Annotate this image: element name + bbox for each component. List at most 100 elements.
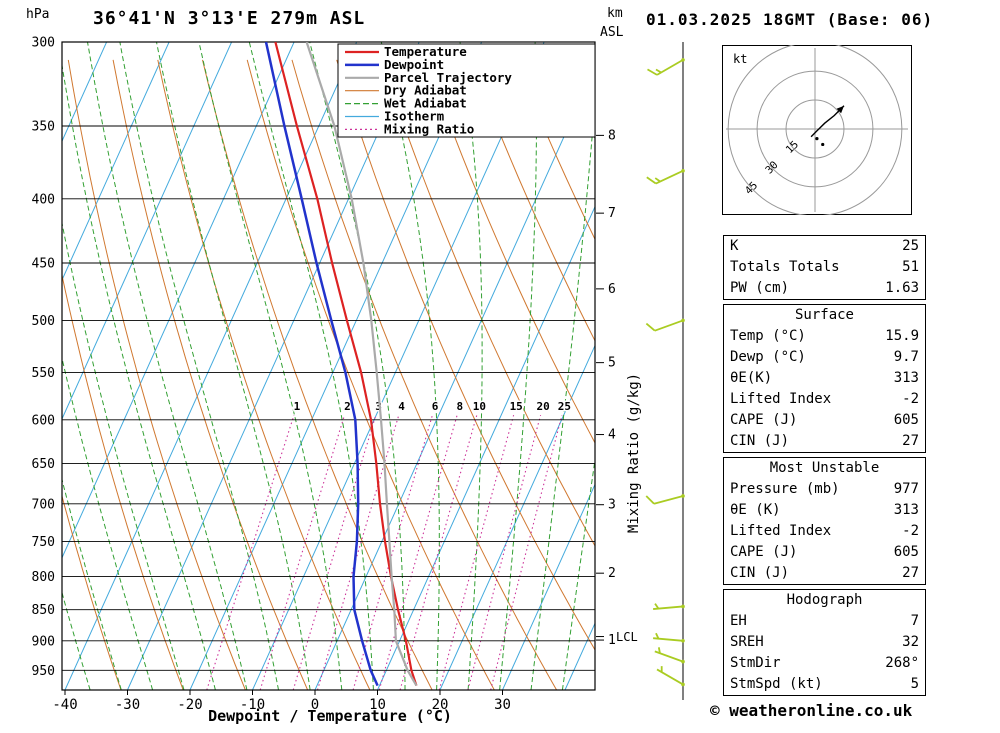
table-row: Temp (°C) 15.9 [724, 326, 925, 347]
row-value: 313 [893, 370, 919, 386]
hodograph-unit-label: kt [733, 52, 748, 66]
row-value: 605 [893, 412, 919, 428]
svg-text:Mixing Ratio: Mixing Ratio [384, 121, 474, 136]
svg-text:3: 3 [608, 498, 616, 513]
svg-text:4: 4 [398, 400, 405, 413]
svg-text:2: 2 [344, 400, 351, 413]
table-row: Lifted Index -2 [724, 521, 925, 542]
row-value: 27 [902, 565, 919, 581]
table-row: Dewp (°C) 9.7 [724, 347, 925, 368]
datetime-title: 01.03.2025 18GMT (Base: 06) [646, 10, 934, 29]
pressure-axis-unit: hPa [26, 7, 50, 22]
svg-text:20: 20 [536, 400, 549, 413]
svg-text:Dewpoint: Dewpoint [384, 57, 444, 72]
svg-text:450: 450 [32, 257, 55, 272]
svg-text:500: 500 [32, 314, 55, 329]
stats-table-indices: K 25 Totals Totals 51 PW (cm) 1.63 [723, 235, 926, 300]
svg-text:650: 650 [32, 457, 55, 472]
km-axis-unit-km: km [607, 6, 623, 21]
svg-text:5: 5 [608, 356, 616, 371]
temperature-axis: -40 -30 -20 -10 0 10 20 30 [52, 690, 511, 713]
svg-text:-30: -30 [115, 697, 140, 713]
svg-text:800: 800 [32, 570, 55, 585]
svg-text:1: 1 [608, 633, 616, 648]
svg-text:3: 3 [375, 400, 382, 413]
curve-temperature [274, 42, 418, 686]
row-label: PW (cm) [730, 280, 790, 296]
row-value: 5 [910, 676, 919, 692]
row-label: Temp (°C) [730, 328, 806, 344]
row-label: CIN (J) [730, 433, 790, 449]
row-label: CAPE (J) [730, 544, 798, 560]
svg-text:-40: -40 [52, 697, 77, 713]
table-row: Pressure (mb) 977 [724, 479, 925, 500]
table-row: CIN (J) 27 [724, 563, 925, 584]
row-label: StmSpd (kt) [730, 676, 823, 692]
svg-text:4: 4 [608, 428, 616, 443]
svg-text:1: 1 [294, 400, 301, 413]
svg-text:400: 400 [32, 192, 55, 207]
row-value: 32 [902, 634, 919, 650]
hodograph-arrowhead [836, 105, 844, 114]
copyright: © weatheronline.co.uk [710, 701, 913, 720]
stats-table-surface: Surface Temp (°C) 15.9 Dewp (°C) 9.7 θE(K) 313… [723, 304, 926, 453]
svg-text:30: 30 [494, 697, 511, 713]
km-axis: 8 7 6 5 4 3 2 1 [596, 128, 616, 648]
table-row: EH 7 [724, 611, 925, 632]
table-row: StmDir 268° [724, 653, 925, 674]
svg-text:Wet Adiabat: Wet Adiabat [384, 96, 467, 111]
table-row: K 25 [724, 236, 925, 257]
row-label: Totals Totals [730, 259, 840, 275]
row-label: EH [730, 613, 747, 629]
stats-tables: K 25 Totals Totals 51 PW (cm) 1.63 Surface Temp… [723, 235, 926, 700]
row-value: 9.7 [893, 349, 919, 365]
table-row: PW (cm) 1.63 [724, 278, 925, 299]
svg-text:0: 0 [311, 697, 319, 713]
row-label: CAPE (J) [730, 412, 798, 428]
row-value: 313 [893, 502, 919, 518]
plot-border [61, 41, 596, 691]
table-title: Hodograph [786, 592, 863, 608]
lcl-label: LCL [616, 630, 638, 644]
temperature-axis-label: Dewpoint / Temperature (°C) [208, 707, 452, 725]
row-value: 977 [893, 481, 919, 497]
row-value: 25 [902, 238, 919, 254]
svg-text:750: 750 [32, 535, 55, 550]
svg-text:20: 20 [432, 697, 449, 713]
table-title: Surface [794, 307, 854, 323]
stats-table-most-unstable: Most Unstable Pressure (mb) 977 θE (K) 313 Li… [723, 457, 926, 585]
svg-text:Temperature: Temperature [384, 44, 467, 59]
svg-text:950: 950 [32, 664, 55, 679]
table-row: Totals Totals 51 [724, 257, 925, 278]
hodograph-trace [810, 105, 845, 138]
svg-text:900: 900 [32, 634, 55, 649]
table-row: Lifted Index -2 [724, 389, 925, 410]
row-label: CIN (J) [730, 565, 790, 581]
wet-adiabat-lines [62, 42, 595, 690]
svg-text:-10: -10 [240, 697, 265, 713]
table-row: SREH 32 [724, 632, 925, 653]
svg-text:15: 15 [510, 400, 523, 413]
svg-text:7: 7 [608, 206, 616, 221]
station-title: 36°41'N 3°13'E 279m ASL [93, 8, 366, 29]
svg-text:6: 6 [432, 400, 439, 413]
row-label: StmDir [730, 655, 781, 671]
svg-text:6: 6 [608, 282, 616, 297]
mixing-ratio-axis-label: Mixing Ratio (g/kg) [626, 372, 642, 534]
row-value: 605 [893, 544, 919, 560]
table-row: StmSpd (kt) 5 [724, 674, 925, 695]
row-value: 15.9 [885, 328, 919, 344]
svg-text:2: 2 [608, 566, 616, 581]
svg-text:8: 8 [608, 128, 616, 143]
row-label: SREH [730, 634, 764, 650]
svg-text:300: 300 [32, 36, 55, 51]
table-row: θE (K) 313 [724, 500, 925, 521]
table-row: CIN (J) 27 [724, 431, 925, 452]
stats-table-hodograph: Hodograph EH 7 SREH 32 StmDir 268° StmSpd (kt) 5 [723, 589, 926, 696]
table-row: CAPE (J) 605 [724, 542, 925, 563]
mixing-ratio-labels: 1 2 3 4 6 8 10 15 20 25 [292, 399, 572, 415]
row-value: 1.63 [885, 280, 919, 296]
svg-text:25: 25 [558, 400, 571, 413]
row-label: Dewp (°C) [730, 349, 806, 365]
